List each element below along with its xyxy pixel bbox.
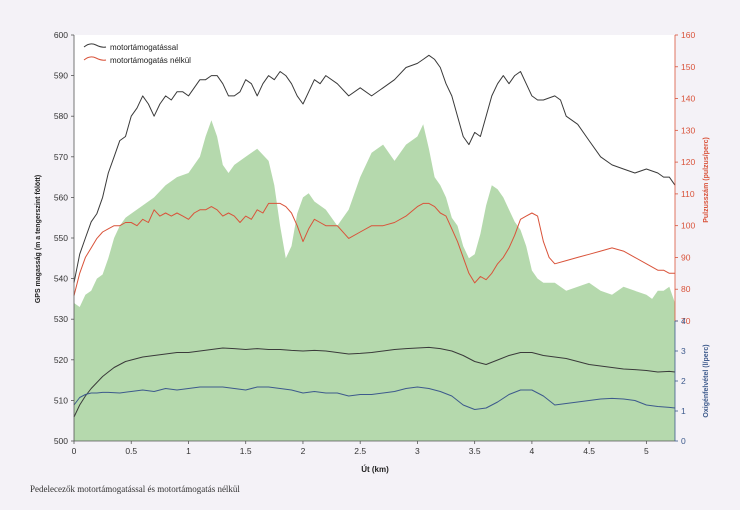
- left-tick-label: 580: [54, 111, 68, 121]
- right-upper-tick-label: 140: [681, 94, 695, 104]
- right-upper-tick-label: 160: [681, 30, 695, 40]
- left-tick-label: 570: [54, 152, 68, 162]
- left-tick-label: 540: [54, 274, 68, 284]
- x-tick-label: 4.5: [583, 446, 595, 456]
- right-lower-tick-label: 2: [681, 376, 686, 386]
- x-tick-label: 3.5: [469, 446, 481, 456]
- elevation-area: [74, 120, 675, 442]
- legend-label-with-assist: motortámogatással: [110, 43, 178, 52]
- x-tick-label: 1.5: [240, 446, 252, 456]
- left-tick-label: 510: [54, 395, 68, 405]
- right-upper-tick-label: 130: [681, 125, 695, 135]
- left-axis-label: GPS magasság (m a tengerszint fölött): [35, 175, 42, 303]
- right-upper-tick-label: 70: [681, 316, 691, 326]
- x-axis-label: Út (km): [361, 465, 389, 474]
- left-tick-label: 550: [54, 233, 68, 243]
- legend-swatch-with-assist: [83, 43, 107, 48]
- right-lower-axis-label: Oxigénfelvétel (l/perc): [703, 344, 710, 417]
- left-tick-label: 530: [54, 314, 68, 324]
- series-without-assist-oxygen: [73, 386, 676, 410]
- x-tick-label: 1: [186, 446, 191, 456]
- x-tick-label: 2: [301, 446, 306, 456]
- right-upper-tick-label: 90: [681, 252, 691, 262]
- x-tick-label: 2.5: [354, 446, 366, 456]
- series-without-assist-heart-rate: [73, 202, 675, 296]
- x-tick-label: 4: [530, 446, 535, 456]
- right-upper-tick-label: 150: [681, 62, 695, 72]
- x-tick-label: 0.5: [125, 446, 137, 456]
- right-lower-tick-label: 4: [681, 316, 686, 326]
- left-tick-label: 520: [54, 355, 68, 365]
- left-tick-label: 590: [54, 71, 68, 81]
- right-lower-tick-label: 1: [681, 406, 686, 416]
- right-upper-tick-label: 120: [681, 157, 695, 167]
- legend-label-without-assist: motortámogatás nélkül: [110, 56, 191, 65]
- x-tick-label: 5: [644, 446, 649, 456]
- right-upper-tick-label: 100: [681, 221, 695, 231]
- left-tick-label: 500: [54, 436, 68, 446]
- caption: Pedelecezők motortámogatással és motortá…: [30, 484, 240, 494]
- series-with-assist-elevation: [73, 54, 676, 283]
- right-upper-tick-label: 110: [681, 189, 695, 199]
- left-tick-label: 600: [54, 30, 68, 40]
- series-with-assist-oxygen: [73, 346, 676, 418]
- left-tick-label: 560: [54, 192, 68, 202]
- x-tick-label: 0: [72, 446, 77, 456]
- legend: motortámogatással motortámogatás nélkül: [83, 43, 191, 65]
- right-upper-tick-label: 80: [681, 284, 691, 294]
- right-upper-axis-label: Pulzusszám (pulzus/perc): [703, 137, 710, 223]
- x-tick-label: 3: [415, 446, 420, 456]
- right-lower-tick-label: 3: [681, 346, 686, 356]
- legend-swatch-without-assist: [83, 56, 107, 61]
- right-lower-tick-label: 0: [681, 436, 686, 446]
- plot-area: 0 0.5 1 1.5 2 2.5 3 3.5 4 4.5 5 500 510 520 530 540 550 5…: [54, 30, 696, 456]
